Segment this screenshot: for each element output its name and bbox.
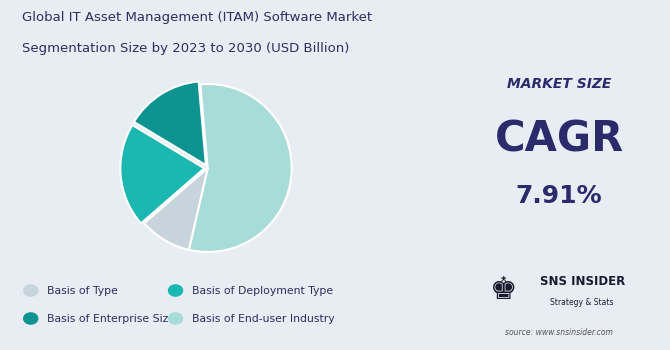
Wedge shape: [134, 82, 206, 165]
Circle shape: [169, 285, 182, 296]
Text: Basis of Deployment Type: Basis of Deployment Type: [192, 286, 334, 295]
Circle shape: [169, 313, 182, 324]
Text: source: www.snsinsider.com: source: www.snsinsider.com: [505, 328, 613, 337]
Wedge shape: [189, 84, 291, 252]
Text: Strategy & Stats: Strategy & Stats: [551, 298, 614, 307]
Text: ♚: ♚: [490, 276, 517, 305]
Text: Basis of Type: Basis of Type: [48, 286, 119, 295]
Text: MARKET SIZE: MARKET SIZE: [507, 77, 611, 91]
Text: Basis of Enterprise Size: Basis of Enterprise Size: [48, 314, 176, 323]
Wedge shape: [144, 168, 208, 250]
Circle shape: [23, 285, 38, 296]
Circle shape: [23, 313, 38, 324]
Text: Basis of End-user Industry: Basis of End-user Industry: [192, 314, 335, 323]
Text: Global IT Asset Management (ITAM) Software Market: Global IT Asset Management (ITAM) Softwa…: [22, 10, 372, 23]
Text: CAGR: CAGR: [494, 119, 624, 161]
Text: 7.91%: 7.91%: [516, 184, 602, 208]
Text: SNS INSIDER: SNS INSIDER: [539, 275, 625, 288]
Text: Segmentation Size by 2023 to 2030 (USD Billion): Segmentation Size by 2023 to 2030 (USD B…: [22, 42, 349, 55]
Wedge shape: [121, 125, 204, 223]
